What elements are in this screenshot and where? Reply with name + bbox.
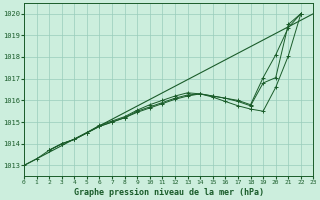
X-axis label: Graphe pression niveau de la mer (hPa): Graphe pression niveau de la mer (hPa) bbox=[74, 188, 264, 197]
